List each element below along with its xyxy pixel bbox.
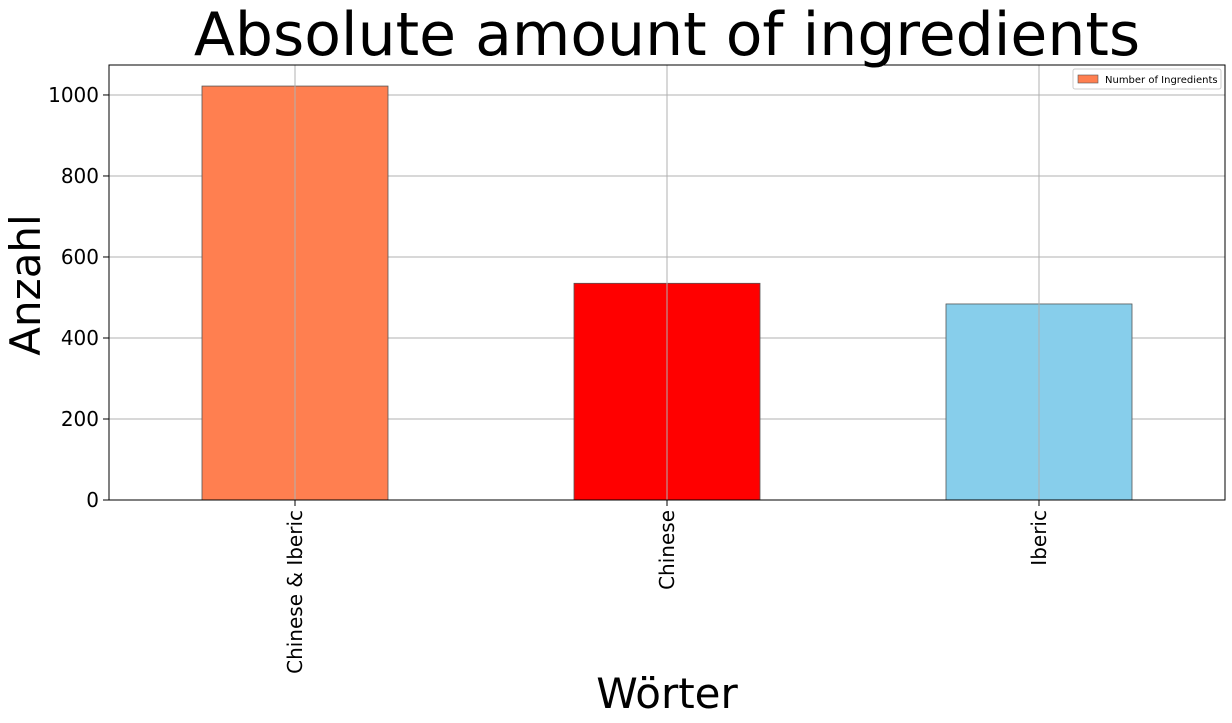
y-tick-label: 1000 bbox=[48, 83, 99, 107]
y-axis-ticks: 0 200 400 600 800 1000 bbox=[48, 83, 109, 512]
legend-swatch bbox=[1078, 75, 1098, 83]
y-tick-label: 200 bbox=[61, 407, 99, 431]
x-tick-label: Iberic bbox=[1027, 510, 1051, 566]
chart-title: Absolute amount of ingredients bbox=[194, 0, 1140, 70]
legend-label: Number of Ingredients bbox=[1105, 75, 1218, 86]
legend: Number of Ingredients bbox=[1073, 69, 1221, 89]
x-tick-label: Chinese bbox=[655, 510, 679, 590]
x-axis-label: Wörter bbox=[596, 669, 738, 718]
y-axis-label: Anzahl bbox=[1, 214, 50, 355]
y-tick-label: 800 bbox=[61, 164, 99, 188]
x-axis-ticks: Chinese & Iberic Chinese Iberic bbox=[283, 500, 1051, 674]
y-tick-label: 0 bbox=[86, 488, 99, 512]
x-tick-label: Chinese & Iberic bbox=[283, 510, 307, 674]
y-tick-label: 600 bbox=[61, 245, 99, 269]
vertical-grid-lines bbox=[295, 65, 1039, 500]
y-tick-label: 400 bbox=[61, 326, 99, 350]
